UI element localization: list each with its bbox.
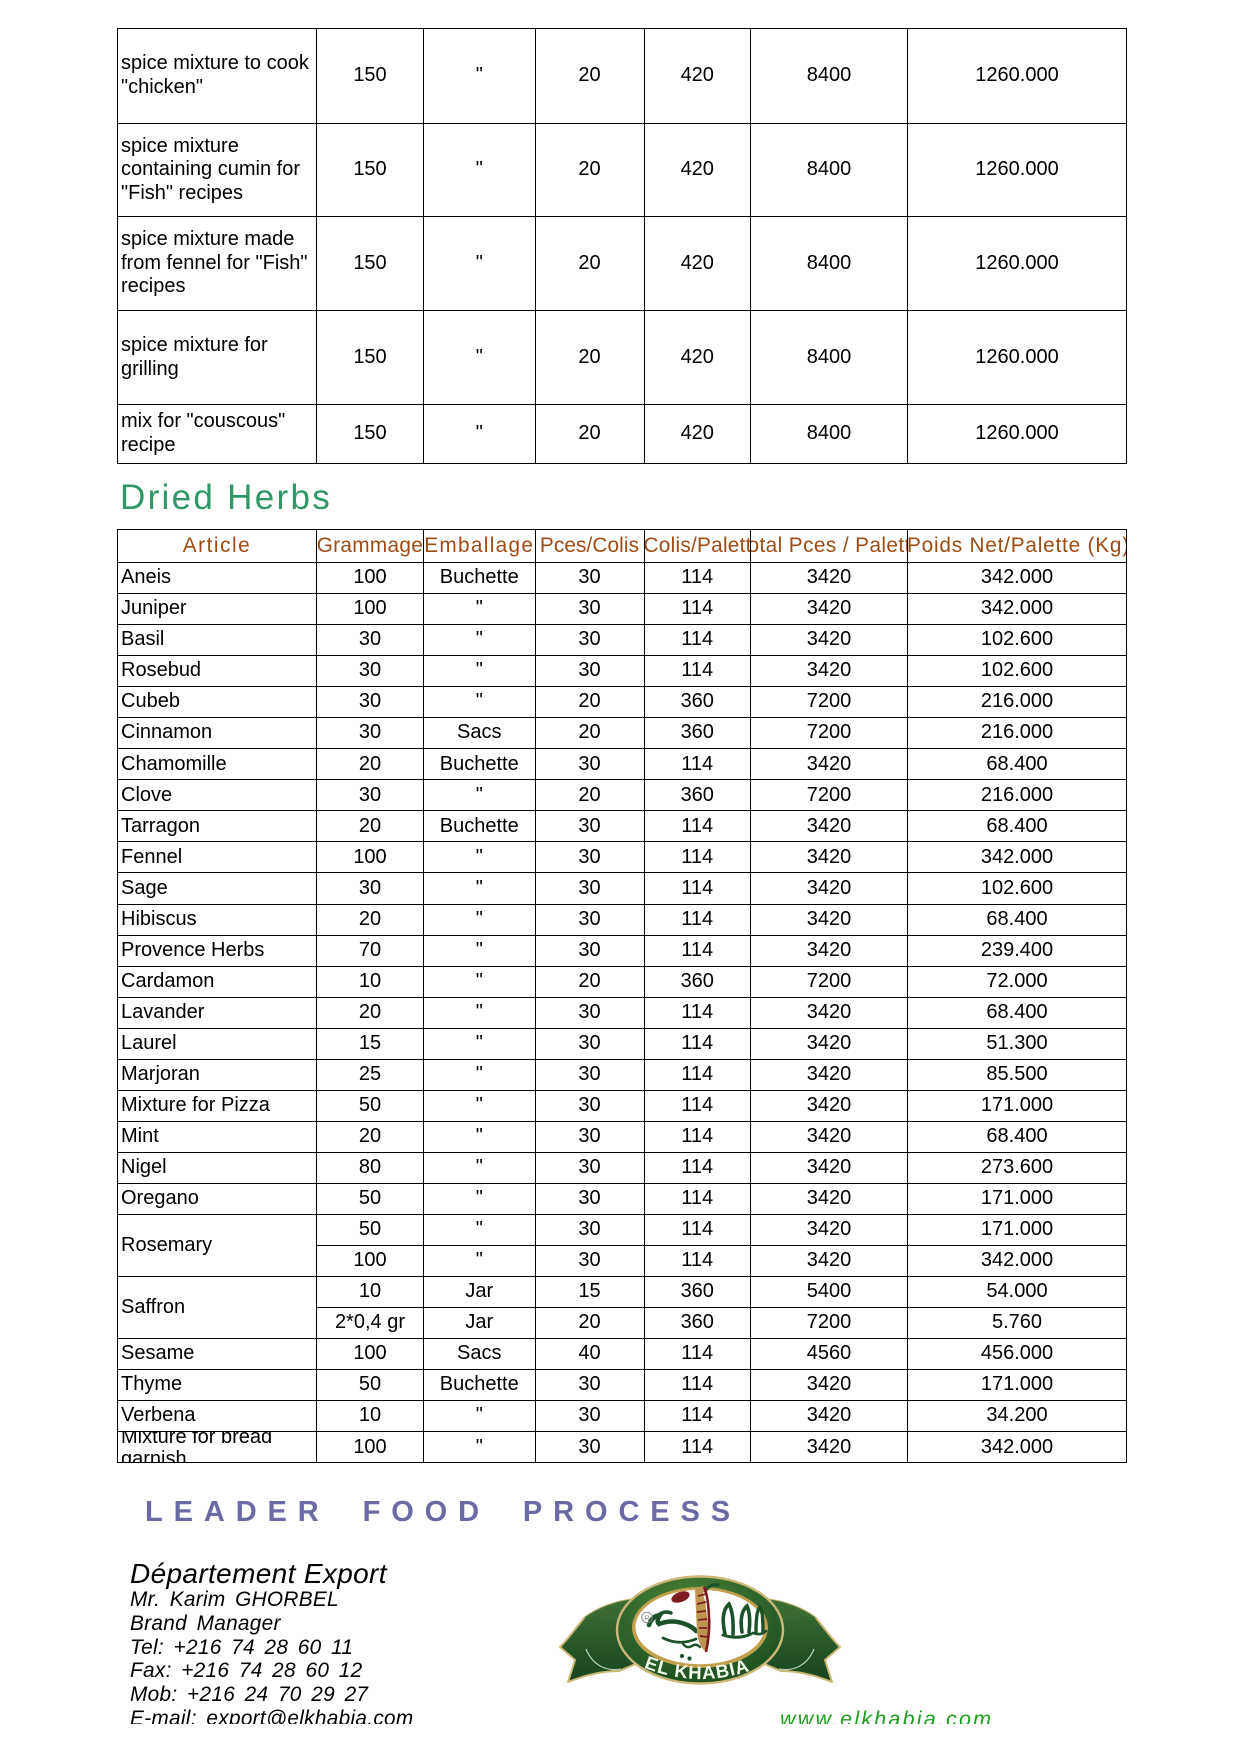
svg-text:R: R — [644, 1615, 649, 1622]
